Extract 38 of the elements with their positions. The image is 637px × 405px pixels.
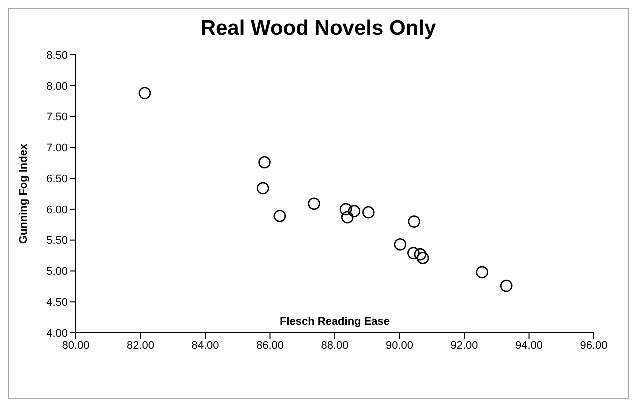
x-tick-label: 82.00 <box>126 340 155 352</box>
x-tick-label: 80.00 <box>62 340 90 352</box>
x-tick-label: 84.00 <box>192 340 220 352</box>
x-tick-label: 94.00 <box>515 340 544 352</box>
point <box>500 280 513 292</box>
point <box>341 211 354 224</box>
point <box>348 205 361 218</box>
x-tick-label: 88.00 <box>321 340 349 352</box>
y-tick-label: 7.50 <box>46 112 68 124</box>
y-tick-label: 5.50 <box>46 235 68 248</box>
point <box>274 210 286 222</box>
y-tick-label: 6.00 <box>46 204 68 216</box>
y-axis-title: Gunning Fog Index <box>18 143 30 244</box>
point <box>258 156 271 169</box>
y-tick-label: 5.00 <box>46 266 68 278</box>
point <box>394 238 407 251</box>
x-axis-title: Flesch Reading Ease <box>280 316 390 328</box>
y-tick-label: 4.50 <box>46 297 68 310</box>
x-tick-label: 92.00 <box>450 340 478 352</box>
point <box>408 247 420 260</box>
point <box>362 206 375 219</box>
point <box>408 216 420 228</box>
x-tick-label: 90.00 <box>386 340 414 352</box>
point <box>256 182 270 195</box>
point <box>308 198 320 210</box>
point <box>414 248 427 261</box>
y-tick-label: 4.00 <box>46 328 68 340</box>
x-tick-label: 86.00 <box>256 340 284 352</box>
y-tick-label: 6.50 <box>46 173 68 186</box>
point <box>476 266 488 279</box>
y-tick-label: 8.50 <box>46 50 68 62</box>
chart-title: Real Wood Novels Only <box>200 17 438 41</box>
point <box>138 87 152 100</box>
point <box>416 252 430 264</box>
y-tick-label: 7.00 <box>46 142 68 155</box>
x-tick-label: 96.00 <box>580 340 608 352</box>
point <box>340 203 352 216</box>
y-tick-label: 8.00 <box>46 80 68 93</box>
